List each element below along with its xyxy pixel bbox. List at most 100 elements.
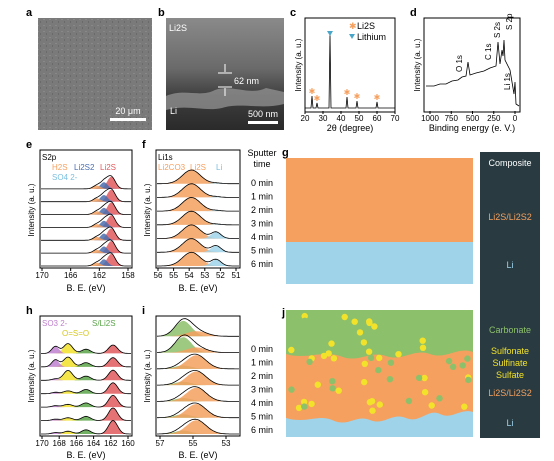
panel-h-tick-label: 170 [35, 439, 49, 448]
panel-j-particle [301, 312, 308, 320]
panel-g-li-layer [286, 242, 473, 284]
panel-c-tick-label: 40 [337, 114, 346, 123]
panel-i-tick-label: 53 [222, 439, 231, 448]
panel-c-tick-label: 30 [319, 114, 328, 123]
panel-j-particle [458, 343, 466, 350]
sputter-time-label: 2 min [251, 371, 273, 381]
panel-h-component [41, 370, 131, 381]
panel-j-li-label: Li [506, 418, 513, 428]
panel-h-species-oso: O=S=O [62, 329, 89, 338]
panel-h-envelope [41, 394, 131, 408]
panel-f-species-li: Li [216, 163, 222, 172]
panel-j-particle [407, 338, 415, 346]
panel-j-particle [374, 317, 382, 324]
panel-i-component [157, 337, 239, 353]
panel-f-component [157, 245, 239, 253]
panel-h-axes [39, 315, 133, 437]
panel-i-letter: i [142, 305, 145, 317]
panel-f-component [157, 211, 239, 225]
panel-e-letter: e [26, 139, 32, 151]
panel-a-sem-image [38, 18, 152, 130]
sputter-time-label: 2 min [251, 205, 273, 215]
panel-j-particle [419, 337, 426, 344]
xrd-marker-li2s: ✱ [354, 92, 361, 101]
panel-e-xlabel: B. E. (eV) [66, 283, 105, 293]
panel-j-particle [395, 351, 402, 358]
panel-i-xlabel: B. E. (eV) [178, 450, 217, 460]
panel-g-layer2-label: Li [506, 260, 513, 270]
panel-i-component [157, 371, 239, 386]
panel-h-envelope [41, 369, 131, 381]
panel-i-component [157, 355, 239, 369]
panel-j-particle [329, 385, 336, 392]
panel-h-envelope [41, 343, 131, 354]
panel-j-particle [461, 403, 468, 410]
sputter-time-label: 6 min [251, 259, 273, 269]
panel-i-axes [155, 315, 241, 437]
panel-h-component [41, 346, 131, 354]
panel-j-particle [375, 366, 382, 374]
sputter-header-line1: Sputter [247, 148, 276, 158]
panel-e-component [41, 189, 131, 202]
panel-e-tick-label: 170 [35, 271, 49, 280]
panel-f-envelope [157, 251, 239, 267]
panel-h-component [41, 343, 131, 354]
panel-j-particle [328, 340, 335, 347]
panel-i-component [157, 320, 239, 337]
panel-d-tick-label: 750 [445, 114, 459, 123]
panel-j-particle [288, 346, 295, 354]
panel-f-xticks: 56 55 54 53 52 51 [154, 268, 241, 280]
panel-h-species-so3: SO3 2- [42, 319, 68, 328]
panel-e-component [41, 259, 131, 266]
panel-j-particle [405, 397, 413, 405]
sputter-time-label: 6 min [251, 425, 273, 435]
panel-j-particle [399, 319, 406, 326]
panel-e-envelope [41, 226, 131, 241]
panel-j-particle [436, 327, 443, 335]
panel-b-li-label: Li [170, 106, 177, 116]
panel-e-species-h2s: H2S [52, 163, 68, 172]
panel-b-measure-label: 62 nm [234, 76, 259, 86]
panel-i-envelope [157, 418, 239, 435]
panel-c-letter: c [290, 7, 296, 19]
panel-h-envelope [41, 382, 131, 395]
panel-e-component [41, 207, 131, 215]
panel-e-component [41, 241, 131, 254]
panel-j-particle [436, 395, 443, 402]
panel-j-particle [366, 318, 373, 325]
panel-h-spectra [40, 343, 132, 435]
panel-f-component [157, 170, 239, 184]
panel-e-component [41, 215, 131, 228]
panel-f-envelope [157, 238, 239, 253]
panel-j-particle [421, 374, 428, 382]
panel-e-species-li2s2: Li2S2 [74, 163, 95, 172]
panel-d-tick-label: 250 [487, 114, 501, 123]
panel-j-particle [325, 350, 332, 357]
panel-e-component [41, 228, 131, 241]
panel-j-particle [335, 387, 342, 394]
sputter-times-top: 0 min 1 min 2 min 3 min 4 min 5 min 6 min [251, 178, 273, 269]
panel-e-component [41, 182, 131, 189]
panel-d-peak-label: C 1s [484, 44, 493, 60]
panel-b-scale-label: 500 nm [248, 109, 278, 119]
panel-f-tick-label: 53 [200, 271, 209, 280]
panel-j-carbonate-label: Carbonate [489, 325, 531, 335]
panel-h-envelope [41, 420, 131, 435]
panel-j-particle [306, 358, 313, 365]
panel-h-component [41, 362, 131, 367]
panel-f-envelope [157, 169, 239, 185]
xrd-marker-li2s: ✱ [374, 93, 381, 102]
panel-j-particle [386, 376, 394, 383]
panel-d-peak-label: S 2p [505, 13, 514, 30]
panel-j-particle [425, 346, 433, 353]
panel-h-component [41, 370, 131, 381]
panel-e-spectra [41, 175, 131, 267]
panel-h-component [41, 404, 131, 408]
panel-j-particle [428, 402, 435, 409]
xrd-marker-li2s: ✱ [314, 94, 321, 103]
panel-h-component [41, 431, 131, 434]
panel-j-particle [465, 376, 472, 384]
panel-h-tick-label: 166 [70, 439, 84, 448]
panel-c-tick-label: 60 [373, 114, 382, 123]
panel-h-component [41, 349, 131, 354]
